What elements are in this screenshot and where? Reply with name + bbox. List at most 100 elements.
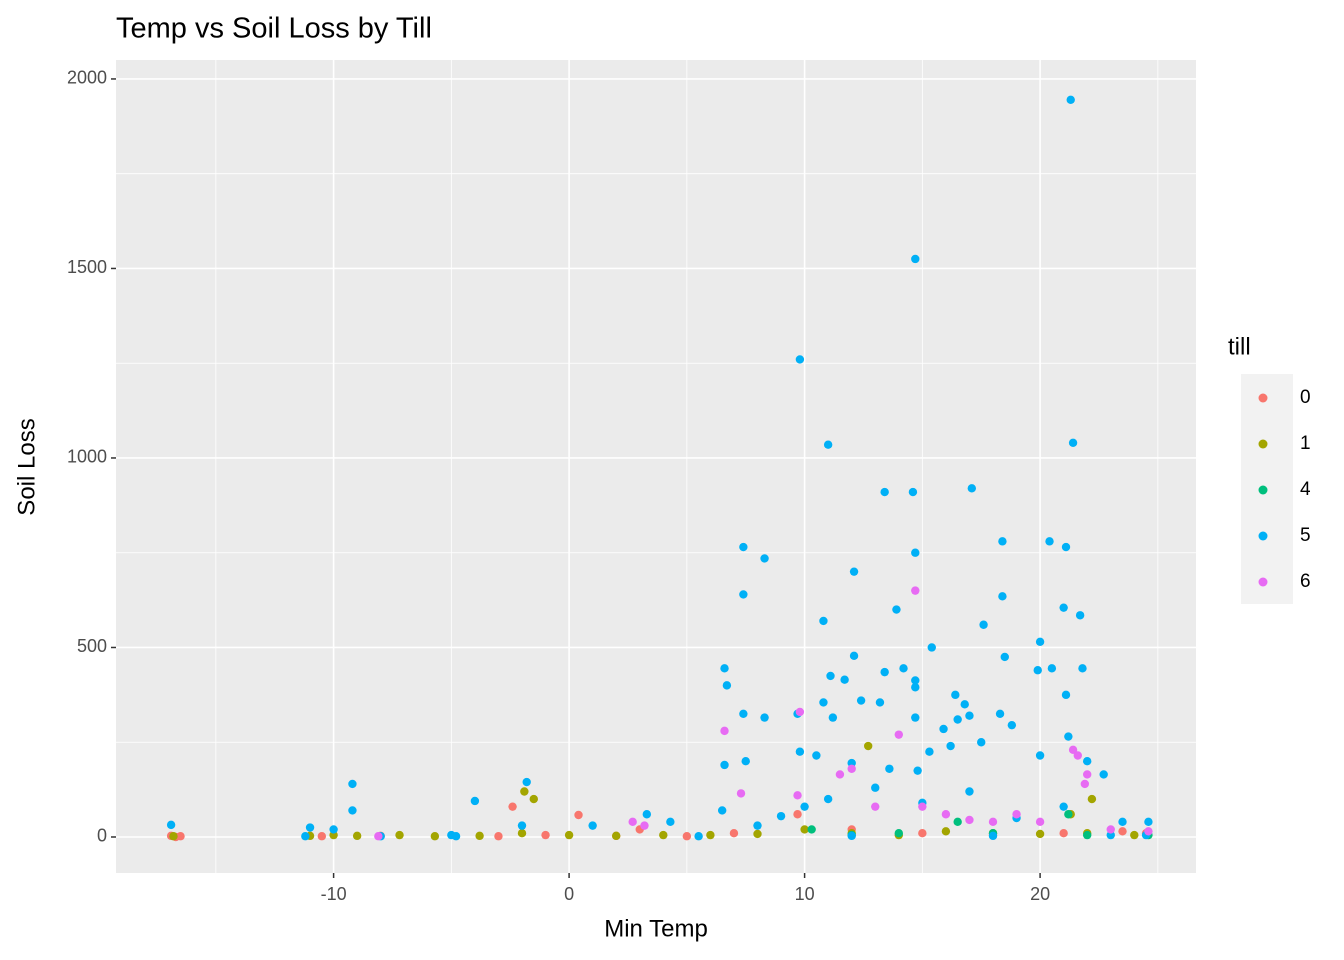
point	[166, 820, 176, 830]
point	[795, 707, 805, 717]
point	[722, 681, 732, 690]
point	[1000, 652, 1009, 662]
legend: 0 1 4 5 6	[1258, 387, 1311, 592]
point	[960, 700, 969, 709]
point	[1035, 817, 1045, 827]
point	[1045, 537, 1054, 546]
point	[1082, 830, 1092, 840]
point	[988, 831, 998, 841]
point	[329, 825, 338, 834]
point	[1068, 438, 1078, 448]
point	[682, 832, 692, 841]
point	[1061, 690, 1071, 700]
point	[793, 810, 802, 819]
point	[793, 791, 802, 800]
point	[1059, 829, 1068, 838]
point	[1066, 95, 1075, 104]
chart-title: Temp vs Soil Loss by Till	[116, 13, 432, 45]
point	[753, 829, 762, 839]
point	[911, 548, 920, 557]
legend-key	[1258, 439, 1268, 449]
point	[800, 825, 809, 834]
point	[953, 817, 962, 827]
point	[826, 671, 835, 681]
point	[642, 810, 652, 819]
point	[800, 802, 809, 811]
point	[863, 741, 873, 751]
point	[849, 567, 859, 576]
point	[475, 831, 484, 841]
point	[951, 690, 960, 700]
legend-label: 0	[1300, 387, 1311, 408]
point	[517, 829, 527, 838]
point	[913, 766, 922, 775]
point	[880, 667, 889, 677]
point	[1059, 603, 1068, 612]
point	[941, 827, 951, 836]
point	[612, 831, 621, 841]
point	[965, 787, 974, 796]
point	[1087, 794, 1097, 804]
point	[1082, 770, 1092, 779]
point	[1099, 770, 1108, 779]
point	[720, 760, 729, 770]
point	[911, 683, 920, 692]
point	[706, 830, 715, 840]
point	[588, 821, 597, 830]
point	[739, 590, 748, 599]
point	[1064, 732, 1073, 741]
point	[871, 783, 880, 792]
point	[925, 747, 934, 756]
point	[1106, 825, 1115, 834]
point	[305, 823, 315, 832]
point	[795, 747, 805, 756]
point	[967, 484, 977, 493]
point	[911, 713, 920, 722]
point	[494, 832, 503, 841]
point	[1035, 637, 1045, 646]
legend-key	[1258, 485, 1268, 495]
point	[522, 777, 531, 787]
point	[1118, 817, 1127, 827]
panel	[116, 60, 1196, 873]
legend-key	[1258, 393, 1268, 403]
point	[965, 815, 974, 825]
point	[517, 821, 527, 830]
point	[736, 789, 746, 798]
x-axis-title: Min Temp	[604, 915, 708, 942]
legend-label: 4	[1300, 479, 1311, 500]
y-tick-label: 1500	[67, 257, 107, 277]
point	[352, 831, 362, 841]
point	[729, 829, 739, 838]
point	[965, 711, 974, 720]
point	[856, 696, 866, 705]
point	[430, 832, 440, 841]
point	[835, 770, 845, 779]
point	[753, 821, 762, 830]
x-tick-label: -10	[321, 884, 347, 904]
legend-label: 5	[1300, 525, 1311, 546]
x-tick-label: 0	[564, 884, 574, 904]
point	[659, 830, 668, 840]
x-tick-label: 20	[1030, 884, 1050, 904]
point	[885, 764, 894, 773]
point	[1064, 810, 1073, 819]
point	[1073, 751, 1082, 760]
point	[894, 730, 903, 739]
point	[395, 830, 404, 840]
point	[840, 675, 849, 684]
point	[317, 832, 327, 841]
point	[847, 831, 856, 841]
point	[451, 832, 461, 841]
point	[741, 756, 750, 766]
point	[911, 586, 920, 595]
point	[1035, 751, 1045, 760]
point	[819, 616, 828, 626]
point	[529, 794, 538, 804]
point	[694, 832, 703, 841]
point	[953, 715, 962, 724]
point	[807, 825, 816, 834]
point	[739, 542, 748, 552]
point	[564, 830, 574, 840]
